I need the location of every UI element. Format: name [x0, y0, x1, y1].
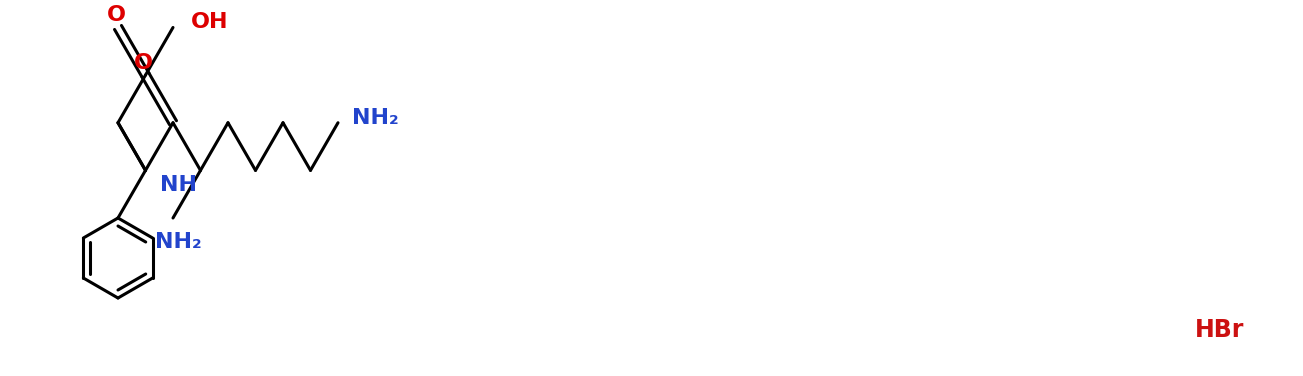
Text: NH: NH: [159, 175, 197, 196]
Text: O: O: [107, 6, 125, 26]
Text: NH₂: NH₂: [352, 108, 399, 128]
Text: O: O: [134, 53, 152, 73]
Text: HBr: HBr: [1195, 318, 1244, 342]
Text: OH: OH: [192, 12, 228, 32]
Text: NH₂: NH₂: [155, 232, 202, 252]
